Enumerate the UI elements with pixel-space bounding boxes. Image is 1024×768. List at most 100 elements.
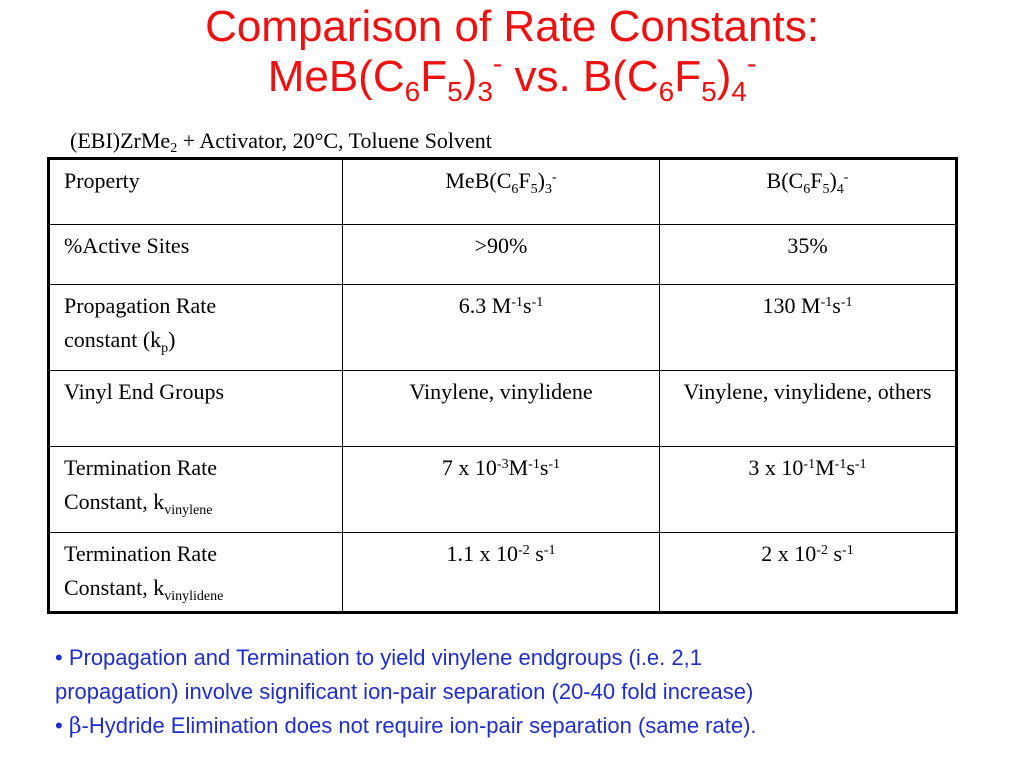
rate-constants-table: Property MeB(C6F5)3- B(C6F5)4- %Active S… [47, 157, 958, 614]
cell-subscript: 5 [822, 182, 830, 197]
cell-text: s [832, 293, 841, 318]
cell-superscript: -2 [518, 543, 530, 558]
termination-vinylidene-meb: 1.1 x 10-2 s-1 [342, 532, 660, 613]
title-superscript: - [746, 48, 757, 79]
cell-text: ) [829, 168, 837, 193]
title-text: MeB(C [267, 52, 405, 101]
conditions-subscript: 2 [170, 141, 178, 156]
table-row-termination-vinylene: Termination Rate Constant, kvinylene 7 x … [48, 446, 957, 533]
note-bullet-1-line-1: • Propagation and Termination to yield v… [55, 645, 702, 670]
title-line-1: Comparison of Rate Constants: [205, 2, 819, 51]
title-subscript: 3 [477, 76, 493, 107]
title-text: F [674, 52, 702, 101]
cell-subscript: 6 [511, 182, 519, 197]
label-line: constant (kp) [64, 323, 328, 357]
termination-vinylene-borate: 3 x 10-1M-1s-1 [659, 446, 957, 533]
label-line: Termination Rate [64, 455, 218, 480]
cell-text: s [523, 293, 532, 318]
header-property: Property [48, 158, 343, 225]
cell-text: s [846, 455, 855, 480]
cell-text: ) [537, 168, 545, 193]
termination-vinylidene-borate: 2 x 10-2 s-1 [659, 532, 957, 613]
title-text: ) [716, 52, 732, 101]
cell-text: s [827, 541, 843, 566]
title-subscript: 5 [447, 76, 463, 107]
cell-subscript: 4 [836, 182, 844, 197]
termination-vinylene-label: Termination Rate Constant, kvinylene [48, 446, 343, 533]
label-line: Termination Rate [64, 541, 218, 566]
cell-text: 130 M [762, 293, 821, 318]
propagation-label: Propagation Rate constant (kp) [48, 284, 343, 371]
note-bullet-1-line-2: propagation) involve significant ion-pai… [55, 679, 754, 704]
cell-superscript: -1 [543, 543, 556, 558]
table-header-row: Property MeB(C6F5)3- B(C6F5)4- [48, 158, 957, 225]
cell-text: 6.3 M [458, 293, 512, 318]
cell-subscript: 5 [530, 182, 538, 197]
conditions-text: + Activator, 20°C, Toluene Solvent [177, 128, 492, 153]
label-line: Propagation Rate [64, 293, 217, 318]
table-row-vinyl-end-groups: Vinyl End Groups Vinylene, vinylidene Vi… [48, 370, 957, 447]
cell-text: F [810, 168, 823, 193]
table-row-propagation: Propagation Rate constant (kp) 6.3 M-1s-1… [48, 284, 957, 371]
propagation-meb: 6.3 M-1s-1 [342, 284, 660, 371]
cell-text: B(C [766, 168, 804, 193]
title-text: F [420, 52, 448, 101]
cell-text: s [529, 541, 544, 566]
table-row-termination-vinylidene: Termination Rate Constant, kvinylidene 1.… [48, 532, 957, 613]
title-subscript: 6 [404, 76, 421, 107]
title-superscript: - [492, 48, 503, 79]
cell-superscript: -3 [496, 457, 509, 472]
beta-symbol: β [68, 714, 82, 739]
cell-superscript: -1 [842, 543, 854, 558]
cell-superscript: -1 [854, 457, 867, 472]
cell-superscript: - [551, 170, 557, 185]
label-line: Constant, kvinylene [64, 485, 328, 519]
termination-vinylene-meb: 7 x 10-3M-1s-1 [342, 446, 660, 533]
cell-text: 1.1 x 10 [446, 541, 519, 566]
cell-text: ) [168, 327, 176, 352]
cell-superscript: -1 [531, 295, 544, 310]
cell-text: 7 x 10 [441, 455, 497, 480]
cell-subscript: 3 [544, 182, 552, 197]
title-line-2: MeB(C6F5)3- vs. B(C6F5)4- [0, 50, 1024, 106]
vinyl-end-groups-meb: Vinylene, vinylidene [342, 370, 660, 447]
cell-superscript: -1 [528, 457, 540, 472]
cell-subscript: vinylidene [164, 589, 224, 604]
cell-text: Constant, k [64, 489, 165, 514]
conditions-text: (EBI)ZrMe [70, 128, 171, 153]
cell-text: 3 x 10 [748, 455, 804, 480]
vinyl-end-groups-borate: Vinylene, vinylidene, others [659, 370, 957, 447]
cell-text: MeB(C [445, 168, 512, 193]
header-meb-activator: MeB(C6F5)3- [342, 158, 660, 225]
propagation-borate: 130 M-1s-1 [659, 284, 957, 371]
active-sites-borate: 35% [659, 224, 957, 285]
cell-subscript: 6 [803, 182, 811, 197]
cell-superscript: -1 [803, 457, 816, 472]
header-borate-activator: B(C6F5)4- [659, 158, 957, 225]
cell-text: F [518, 168, 531, 193]
cell-superscript: -1 [834, 457, 847, 472]
termination-vinylidene-label: Termination Rate Constant, kvinylidene [48, 532, 343, 613]
note-text: -Hydride Elimination does not require io… [81, 713, 757, 738]
notes: • Propagation and Termination to yield v… [55, 641, 985, 744]
title-subscript: 5 [701, 76, 717, 107]
cell-text: s [539, 455, 549, 480]
title-text: ) [462, 52, 478, 101]
active-sites-meb: >90% [342, 224, 660, 285]
cell-subscript: p [161, 341, 169, 356]
cell-text: Constant, k [64, 575, 165, 600]
bullet-marker: • [55, 713, 69, 738]
cell-text: 2 x 10 [761, 541, 817, 566]
label-line: Constant, kvinylidene [64, 571, 328, 605]
cell-superscript: -1 [820, 295, 833, 310]
title-subscript: 6 [658, 76, 675, 107]
cell-superscript: - [843, 170, 849, 185]
title-subscript: 4 [731, 76, 747, 107]
vinyl-end-groups-label: Vinyl End Groups [48, 370, 343, 447]
cell-subscript: vinylene [164, 503, 213, 518]
cell-superscript: -1 [548, 457, 561, 472]
table-row-active-sites: %Active Sites >90% 35% [48, 224, 957, 285]
cell-text: M [508, 455, 529, 480]
active-sites-label: %Active Sites [48, 224, 343, 285]
cell-superscript: -1 [840, 295, 853, 310]
